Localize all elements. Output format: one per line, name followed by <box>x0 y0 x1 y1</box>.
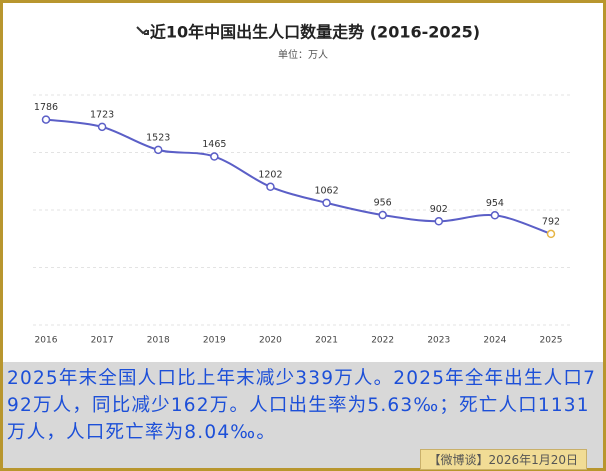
x-tick-label: 2021 <box>315 336 338 346</box>
data-label: 1062 <box>314 185 338 196</box>
point <box>266 182 275 192</box>
point <box>41 115 51 124</box>
footer: 【微博谈】2026年1月20日 <box>419 449 587 470</box>
x-tick-label: 2017 <box>91 336 114 346</box>
data-label: 902 <box>430 204 448 215</box>
data-label: 956 <box>374 198 392 209</box>
chart-subtitle: 单位：万人 <box>278 48 328 61</box>
point <box>322 198 331 208</box>
point <box>546 229 556 239</box>
point <box>153 145 163 155</box>
title-icon <box>136 26 149 35</box>
x-tick-label: 2016 <box>35 336 58 346</box>
x-tick-label: 2020 <box>259 336 282 346</box>
data-label: 1723 <box>90 109 114 120</box>
data-label: 1465 <box>202 139 226 150</box>
point <box>378 210 387 220</box>
line <box>45 118 552 235</box>
chart: 近10年中国出生人口数量走势 (2016-2025) 单位：万人 2016 201… <box>3 3 603 362</box>
chart-title: 近10年中国出生人口数量走势 (2016-2025) <box>150 23 480 42</box>
point <box>210 152 219 161</box>
data-label: 792 <box>542 216 560 227</box>
x-tick-label: 2023 <box>427 336 450 346</box>
data-label: 1202 <box>258 169 282 180</box>
x-tick-label: 2025 <box>540 336 563 346</box>
data-label: 1786 <box>34 102 58 113</box>
point <box>490 211 500 220</box>
point <box>97 122 107 132</box>
x-tick-label: 2022 <box>371 336 394 346</box>
x-tick-label: 2018 <box>147 336 170 346</box>
data-label: 954 <box>486 198 504 209</box>
x-tick-label: 2019 <box>203 336 226 346</box>
data-label: 1523 <box>146 132 170 143</box>
point <box>434 217 444 226</box>
x-tick-label: 2024 <box>483 336 506 346</box>
caption: 2025年末全国人口比上年末减少339万人。2025年全年出生人口792万人，同… <box>7 368 597 443</box>
